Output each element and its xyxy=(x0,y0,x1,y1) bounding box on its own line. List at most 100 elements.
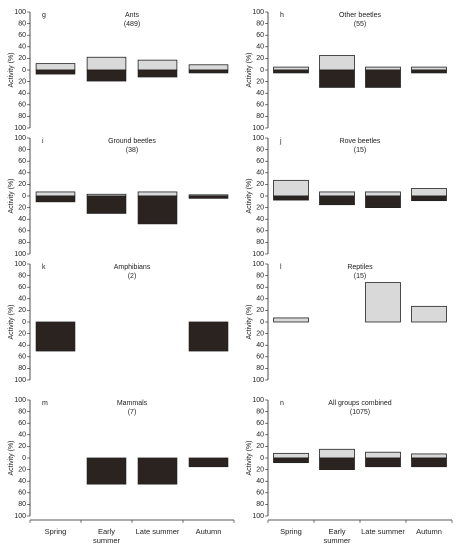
bar xyxy=(365,195,401,208)
y-axis-title: Activity (%) xyxy=(246,53,253,88)
y-tick-label: 60 xyxy=(256,102,264,109)
y-tick-label: 100 xyxy=(252,125,264,132)
y-tick-label: 0 xyxy=(22,455,26,462)
y-tick-label: 40 xyxy=(18,90,26,97)
bar xyxy=(35,321,76,352)
bar xyxy=(188,457,229,468)
y-tick-label: 40 xyxy=(256,44,264,51)
y-tick-label: 20 xyxy=(18,78,26,85)
panel: l Reptiles (15) Activity (%) 100 80 60 40 20 0 20 4… xyxy=(246,261,447,384)
bar xyxy=(319,55,355,71)
y-tick-label: 60 xyxy=(18,284,26,291)
y-tick-label: 80 xyxy=(18,113,26,120)
bar xyxy=(273,457,309,464)
y-tick-label: 20 xyxy=(256,330,264,337)
bar xyxy=(137,195,178,225)
y-tick-label: 80 xyxy=(256,113,264,120)
bar xyxy=(319,191,355,197)
bar xyxy=(137,191,178,197)
y-tick-label: 80 xyxy=(256,272,264,279)
y-axis-title: Activity (%) xyxy=(8,441,15,476)
panel-subtitle: (38) xyxy=(126,147,138,154)
y-tick-label: 80 xyxy=(18,365,26,372)
y-tick-label: 60 xyxy=(18,354,26,361)
y-tick-label: 80 xyxy=(256,20,264,27)
panel: n All groups combined (1075) Activity (%) 10… xyxy=(246,397,453,523)
y-tick-label: 80 xyxy=(256,365,264,372)
panel-title: Ants xyxy=(125,12,140,19)
y-tick-label: 0 xyxy=(260,455,264,462)
y-tick-label: 20 xyxy=(18,466,26,473)
y-tick-label: 20 xyxy=(256,55,264,62)
panel-subtitle: (1075) xyxy=(350,409,370,416)
y-tick-label: 40 xyxy=(256,170,264,177)
y-tick-label: 40 xyxy=(256,342,264,349)
bar xyxy=(188,64,229,71)
y-tick-label: 20 xyxy=(256,204,264,211)
y-tick-label: 80 xyxy=(256,146,264,153)
bar xyxy=(273,66,309,71)
y-axis-title: Activity (%) xyxy=(8,53,15,88)
bar xyxy=(411,195,447,202)
y-tick-label: 40 xyxy=(18,478,26,485)
panel-subtitle: (55) xyxy=(354,21,366,28)
y-tick-label: 0 xyxy=(22,67,26,74)
y-tick-label: 80 xyxy=(18,20,26,27)
y-tick-label: 0 xyxy=(22,319,26,326)
y-tick-label: 20 xyxy=(18,55,26,62)
y-tick-label: 100 xyxy=(252,377,264,384)
x-tick-label: Spring xyxy=(44,527,67,536)
y-tick-label: 0 xyxy=(260,67,264,74)
panel: i Ground beetles (38) Activity (%) 100 80 60 40… xyxy=(8,135,229,258)
y-tick-label: 40 xyxy=(256,432,264,439)
bar xyxy=(35,191,76,197)
bar xyxy=(35,195,76,203)
y-tick-label: 60 xyxy=(18,228,26,235)
panel-subtitle: (489) xyxy=(124,21,140,28)
y-tick-label: 80 xyxy=(18,146,26,153)
y-tick-label: 20 xyxy=(256,181,264,188)
x-tick-label: Autumn xyxy=(416,527,442,536)
panel-title: Amphibians xyxy=(114,264,151,271)
panel: m Mammals (7) Activity (%) 100 80 60 40 20 0 20 40 6… xyxy=(8,397,235,523)
y-tick-label: 60 xyxy=(18,158,26,165)
y-tick-label: 80 xyxy=(256,501,264,508)
y-tick-label: 100 xyxy=(252,513,264,520)
y-axis-title: Activity (%) xyxy=(246,441,253,476)
bar xyxy=(273,179,309,197)
panel-title: Rove beetles xyxy=(340,138,381,145)
panel-title: Mammals xyxy=(117,400,148,407)
bar xyxy=(137,457,178,485)
y-axis-title: Activity (%) xyxy=(8,179,15,214)
y-tick-label: 100 xyxy=(14,135,26,142)
y-tick-label: 60 xyxy=(256,354,264,361)
panel: g Ants (489) Activity (%) 100 80 60 40 20 0 20 40 60… xyxy=(8,9,229,132)
panel-label: j xyxy=(279,138,282,145)
y-tick-label: 80 xyxy=(18,408,26,415)
y-tick-label: 40 xyxy=(18,216,26,223)
y-tick-label: 40 xyxy=(256,90,264,97)
bar xyxy=(273,195,309,201)
bar xyxy=(365,66,401,71)
bar xyxy=(411,188,447,197)
y-tick-label: 60 xyxy=(256,228,264,235)
x-tick-label: Early summer xyxy=(92,527,121,545)
y-axis-title: Activity (%) xyxy=(246,179,253,214)
panel-label: l xyxy=(280,264,282,271)
bar xyxy=(86,457,127,485)
panel: j Rove beetles (15) Activity (%) 100 80 60 40 20… xyxy=(246,135,447,258)
panel-title: Reptiles xyxy=(347,264,373,271)
bar xyxy=(137,59,178,71)
y-tick-label: 40 xyxy=(18,432,26,439)
y-tick-label: 80 xyxy=(256,239,264,246)
panel-label: k xyxy=(42,264,46,271)
y-tick-label: 20 xyxy=(18,307,26,314)
bar xyxy=(86,69,127,82)
panel-subtitle: (7) xyxy=(128,409,137,416)
y-tick-label: 100 xyxy=(14,251,26,258)
y-tick-label: 60 xyxy=(18,32,26,39)
bar xyxy=(411,453,447,459)
bar xyxy=(365,191,401,197)
y-tick-label: 80 xyxy=(18,272,26,279)
